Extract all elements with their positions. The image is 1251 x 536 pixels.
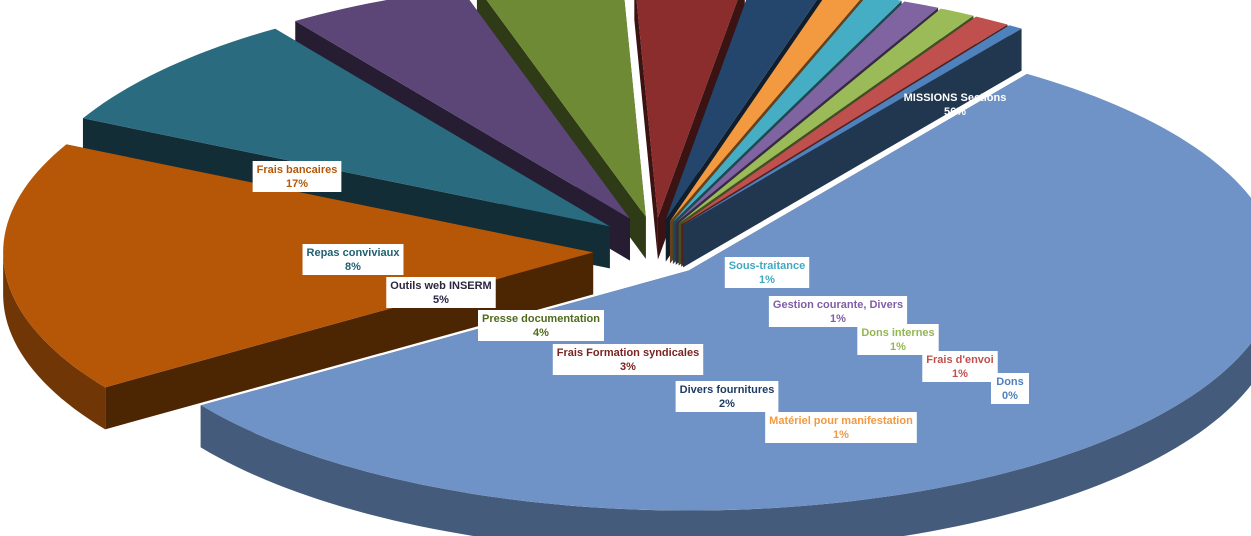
data-label-value: 3% bbox=[620, 361, 636, 373]
data-label-divers-fournitures: Divers fournitures 2% bbox=[675, 381, 779, 412]
pie-slice-wall bbox=[200, 343, 1251, 536]
data-label-value: 0% bbox=[1002, 390, 1018, 402]
data-label-background bbox=[675, 381, 779, 412]
data-label-category: Sous-traitance bbox=[729, 260, 805, 272]
data-label-value: 8% bbox=[345, 261, 361, 273]
pie-slice-top bbox=[681, 16, 1008, 225]
pie-slice-top bbox=[675, 1, 939, 223]
data-label-background bbox=[302, 244, 404, 275]
data-label-value: 17% bbox=[286, 178, 308, 190]
data-label-category: Frais d'envoi bbox=[926, 354, 993, 366]
data-label-category: Presse documentation bbox=[482, 313, 600, 325]
pie-slices bbox=[3, 0, 1251, 536]
pie-slice-wall bbox=[3, 252, 106, 430]
data-label-sous-traitance: Sous-traitance 1% bbox=[724, 257, 810, 288]
data-label-category: Divers fournitures bbox=[680, 384, 775, 396]
data-label-category: Dons bbox=[996, 376, 1024, 388]
pie-slice-top bbox=[3, 144, 594, 388]
data-label-value: 1% bbox=[759, 274, 775, 286]
data-label-value: 1% bbox=[833, 429, 849, 441]
data-label-outils-web-inserm: Outils web INSERM 5% bbox=[386, 277, 496, 308]
pie-slice-top bbox=[665, 0, 817, 220]
pie-slice-side bbox=[683, 28, 1022, 268]
data-label-background bbox=[922, 351, 998, 382]
data-label-category: Frais Formation syndicales bbox=[557, 347, 699, 359]
data-label-category: Repas conviviaux bbox=[307, 247, 401, 259]
data-label-category: Frais bancaires bbox=[257, 164, 338, 176]
data-label-background bbox=[857, 324, 939, 355]
pie-slice-top bbox=[678, 8, 974, 224]
data-label-background bbox=[991, 373, 1029, 404]
data-label-value: 2% bbox=[719, 398, 735, 410]
data-label-category: Gestion courante, Divers bbox=[773, 299, 903, 311]
data-label-value: 1% bbox=[952, 368, 968, 380]
data-label-value: 1% bbox=[890, 341, 906, 353]
data-label-frais-formation-syndicales: Frais Formation syndicales 3% bbox=[552, 344, 704, 375]
data-label-presse-documentation: Presse documentation 4% bbox=[478, 310, 604, 341]
pie-slice-top bbox=[672, 0, 902, 222]
data-label-frais-d-envoi: Frais d'envoi 1% bbox=[922, 351, 998, 382]
data-label-materiel-pour-manifestation: Matériel pour manifestation 1% bbox=[765, 412, 917, 443]
data-label-gestion-courante-divers: Gestion courante, Divers 1% bbox=[768, 296, 908, 327]
data-label-value: 5% bbox=[433, 294, 449, 306]
pie-slice-top bbox=[669, 0, 860, 222]
pie-slice-top bbox=[295, 0, 630, 219]
data-label-dons: Dons 0% bbox=[991, 373, 1029, 404]
pie-slice-dons bbox=[683, 25, 1022, 268]
data-label-category: Dons internes bbox=[861, 327, 934, 339]
data-label-background bbox=[765, 412, 917, 443]
data-label-repas-conviviaux: Repas conviviaux 8% bbox=[302, 244, 404, 275]
pie-slice-top bbox=[683, 25, 1022, 226]
data-label-background bbox=[552, 344, 704, 375]
pie-slice-side bbox=[634, 0, 658, 260]
data-label-category: MISSIONS Sections bbox=[904, 92, 1007, 104]
pie-slice-top bbox=[636, 0, 738, 218]
data-label-background bbox=[386, 277, 496, 308]
data-label-category: Outils web INSERM bbox=[390, 280, 491, 292]
data-label-category: Matériel pour manifestation bbox=[769, 415, 913, 427]
data-label-background bbox=[478, 310, 604, 341]
data-label-background bbox=[724, 257, 810, 288]
pie-labels: MISSIONS Sections 56% Frais bancaires 17% Re… bbox=[252, 92, 1029, 443]
data-label-background bbox=[252, 161, 342, 192]
data-label-frais-bancaires: Frais bancaires 17% bbox=[252, 161, 342, 192]
data-label-value: 4% bbox=[533, 327, 549, 339]
pie-slice-top bbox=[82, 28, 610, 227]
data-label-background bbox=[768, 296, 908, 327]
data-label-value: 1% bbox=[830, 313, 846, 325]
data-label-missions-sections: MISSIONS Sections 56% bbox=[904, 92, 1007, 118]
pie-slice-top bbox=[486, 0, 646, 217]
data-label-value: 56% bbox=[944, 106, 966, 118]
pie-slice-top bbox=[200, 73, 1251, 511]
data-label-dons-internes: Dons internes 1% bbox=[857, 324, 939, 355]
